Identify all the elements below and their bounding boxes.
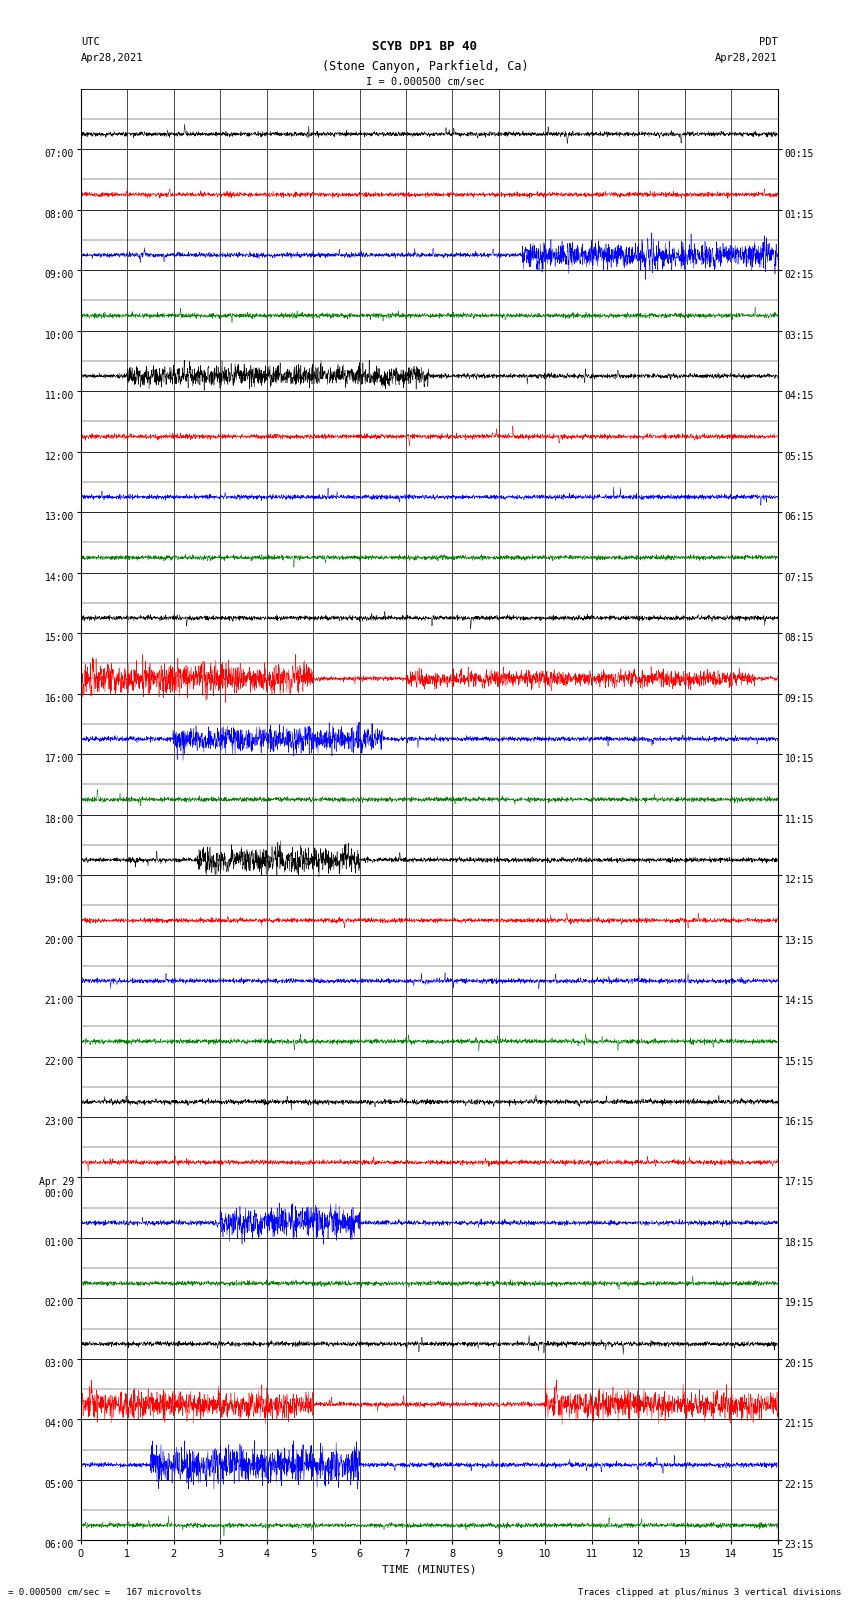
Text: (Stone Canyon, Parkfield, Ca): (Stone Canyon, Parkfield, Ca) bbox=[321, 60, 529, 73]
X-axis label: TIME (MINUTES): TIME (MINUTES) bbox=[382, 1565, 477, 1574]
Text: Traces clipped at plus/minus 3 vertical divisions: Traces clipped at plus/minus 3 vertical … bbox=[578, 1587, 842, 1597]
Text: PDT: PDT bbox=[759, 37, 778, 47]
Text: UTC: UTC bbox=[81, 37, 99, 47]
Text: SCYB DP1 BP 40: SCYB DP1 BP 40 bbox=[372, 40, 478, 53]
Text: I = 0.000500 cm/sec: I = 0.000500 cm/sec bbox=[366, 77, 484, 87]
Text: Apr28,2021: Apr28,2021 bbox=[81, 53, 144, 63]
Text: Apr28,2021: Apr28,2021 bbox=[715, 53, 778, 63]
Text: = 0.000500 cm/sec =   167 microvolts: = 0.000500 cm/sec = 167 microvolts bbox=[8, 1587, 202, 1597]
